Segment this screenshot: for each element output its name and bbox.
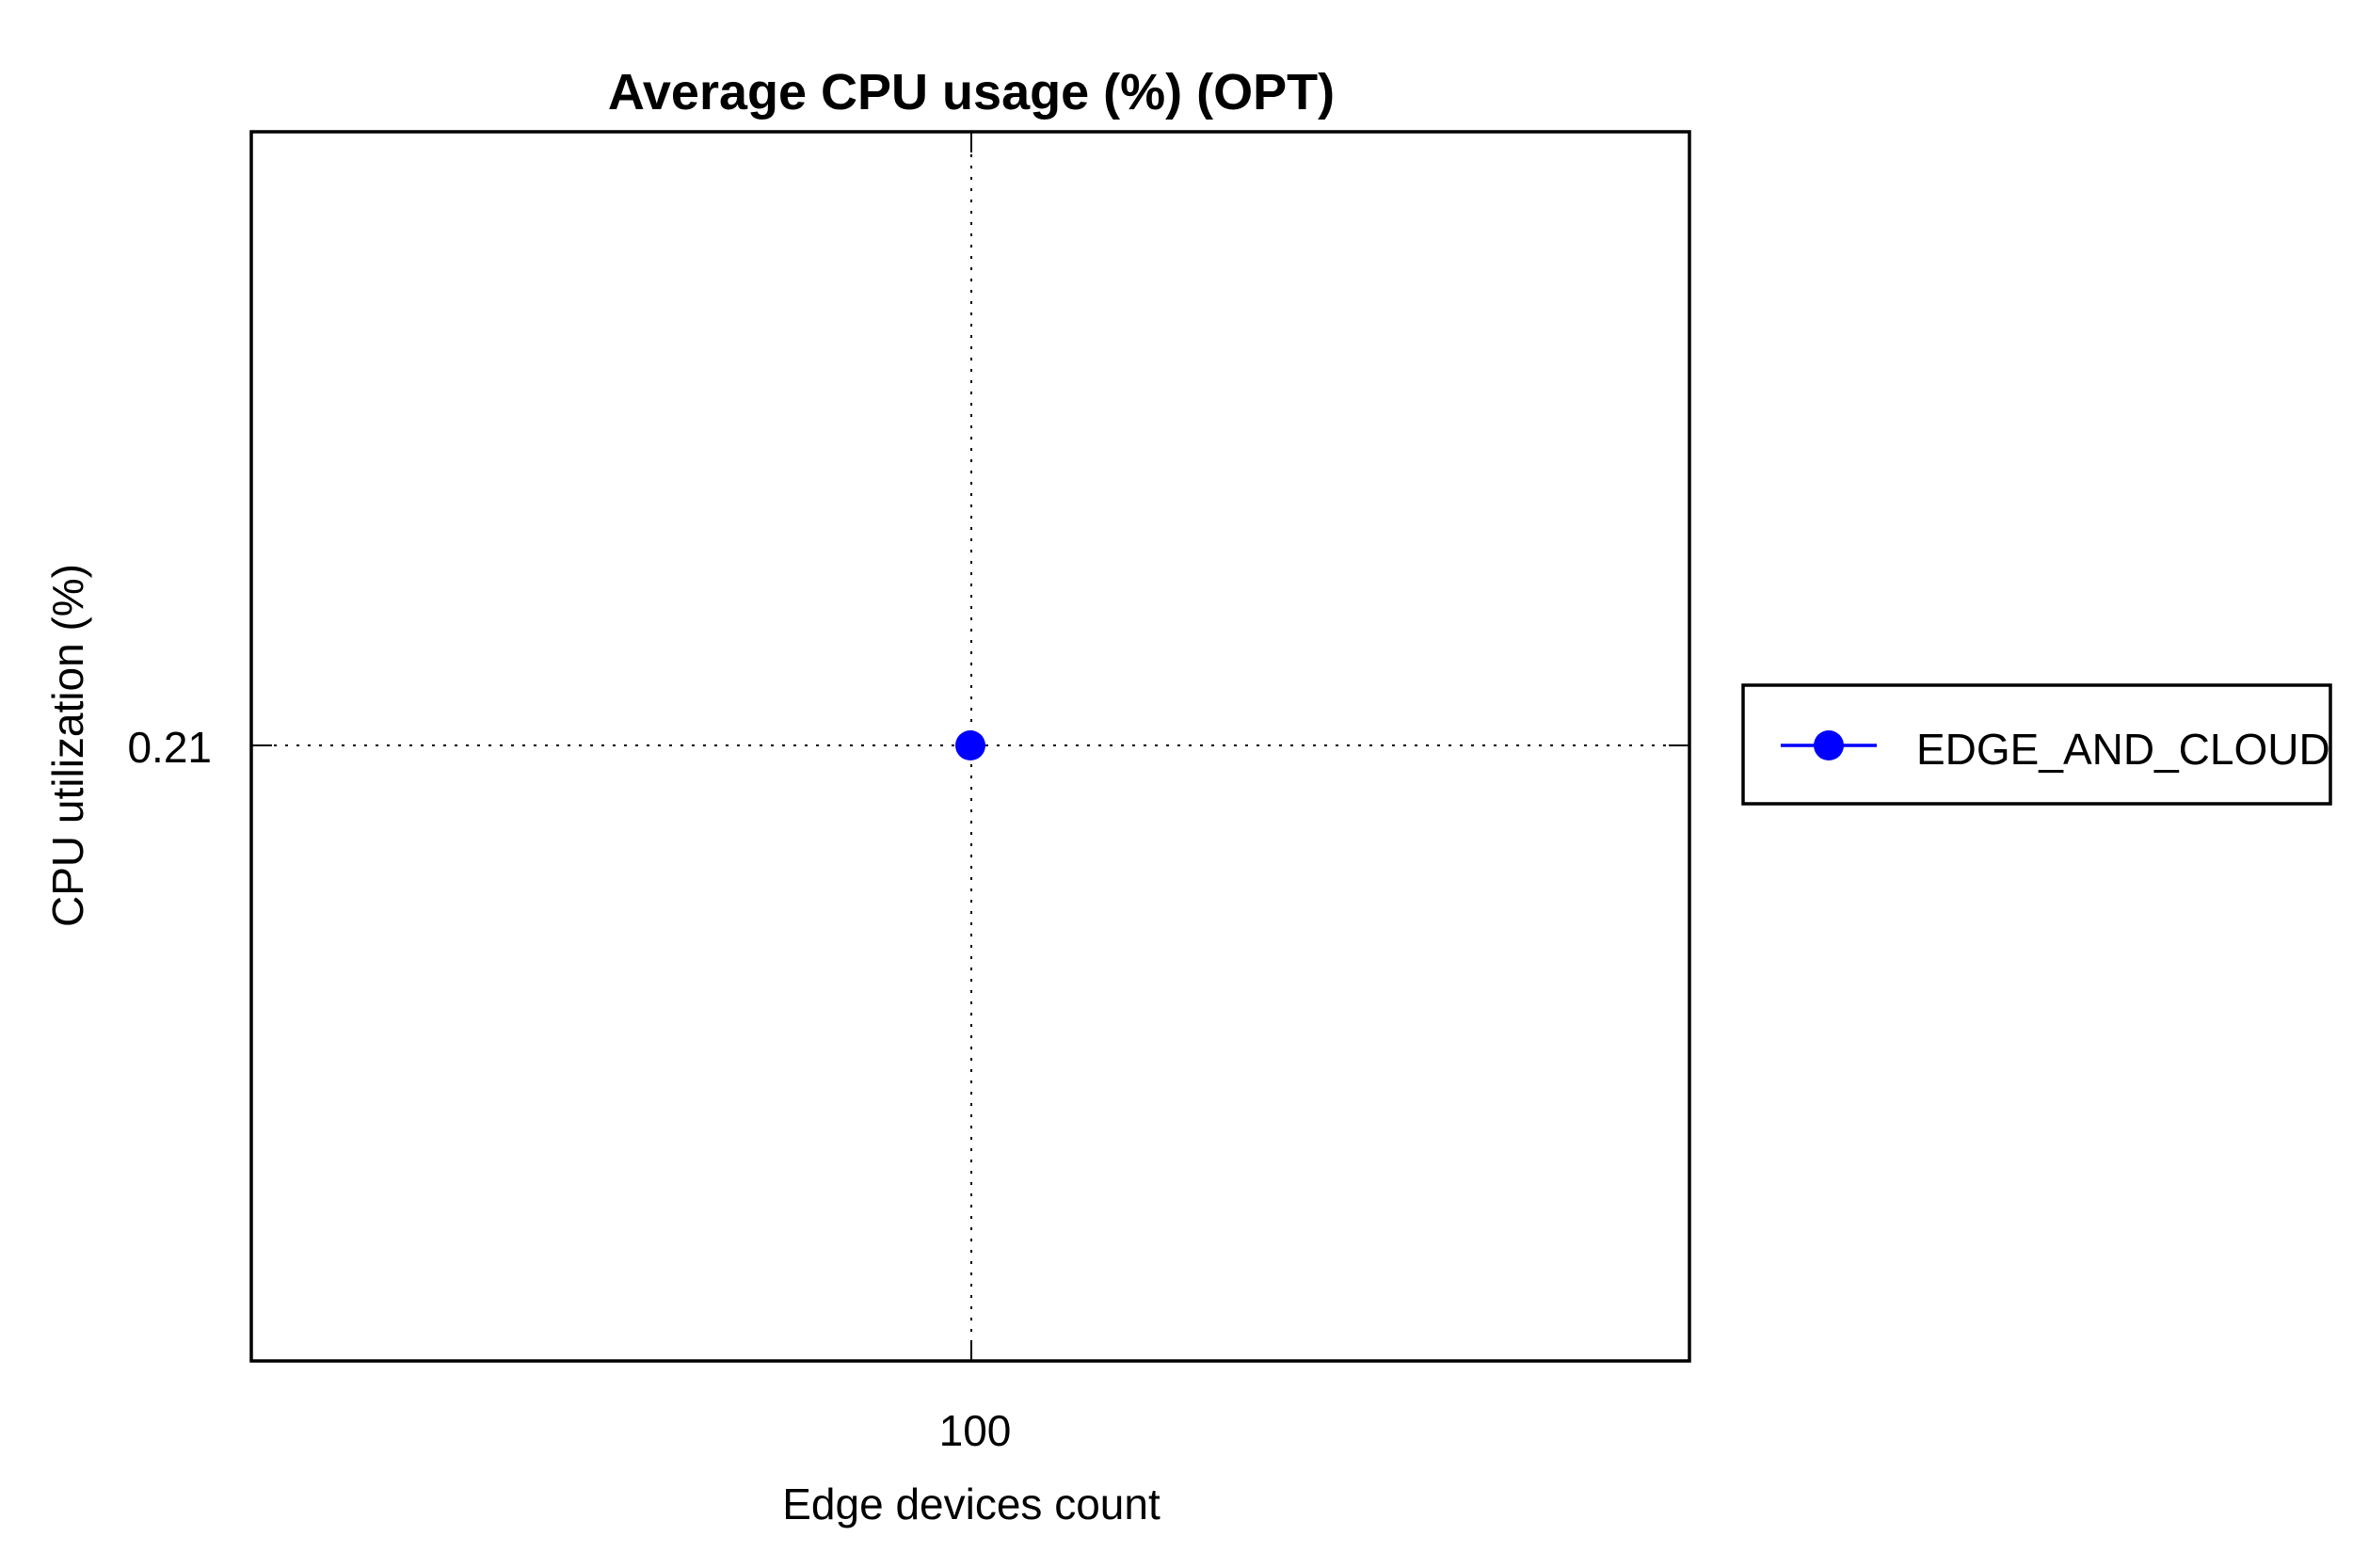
legend: EDGE_AND_CLOUD (1741, 683, 2332, 806)
data-point (955, 730, 985, 760)
legend-label-edge-and-cloud: EDGE_AND_CLOUD (1916, 725, 2330, 774)
chart-title: Average CPU usage (%) (OPT) (608, 64, 1335, 120)
x-tick-label: 100 (939, 1406, 1012, 1455)
plot-frame (249, 130, 1691, 1363)
series-points (955, 730, 985, 760)
y-tick-label: 0.21 (127, 723, 212, 772)
y-axis-label: CPU utilization (%) (43, 564, 92, 927)
x-axis-label: Edge devices count (782, 1480, 1160, 1528)
legend-marker-edge-and-cloud (1814, 730, 1844, 760)
